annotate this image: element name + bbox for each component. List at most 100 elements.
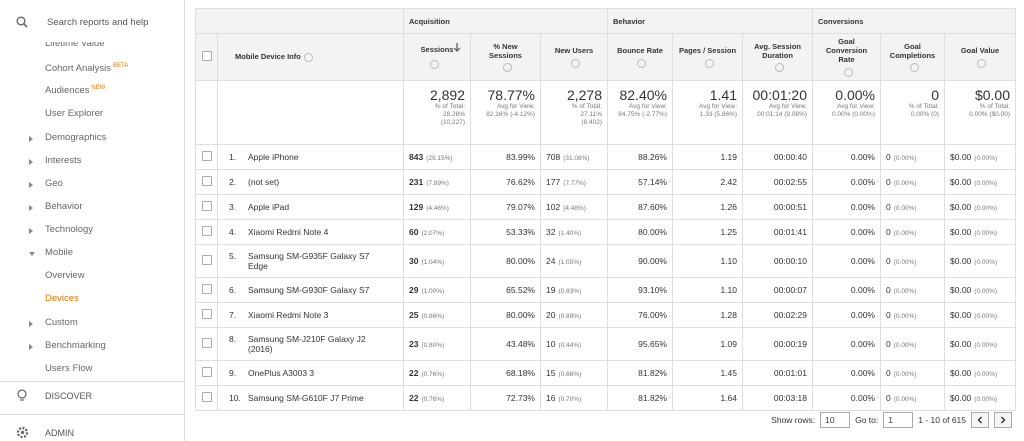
column-header[interactable]: Avg. Session Duration: [742, 33, 813, 81]
checkbox[interactable]: [202, 392, 212, 402]
checkbox[interactable]: [201, 51, 212, 61]
help-icon: [909, 63, 919, 73]
checkbox[interactable]: [202, 176, 212, 186]
nav-item[interactable]: Audiences NEW: [45, 85, 105, 96]
column-header[interactable]: Mobile Device Info: [217, 33, 404, 81]
checkbox[interactable]: [202, 284, 212, 294]
metric-cell: 00:00:19: [742, 327, 813, 361]
metric-cell: 65.52%: [470, 277, 541, 303]
rows-select[interactable]: 10: [820, 412, 851, 428]
metric-value: 0.00%: [850, 393, 875, 403]
checkbox[interactable]: [202, 201, 212, 211]
device-name[interactable]: Apple iPad: [248, 202, 290, 212]
checkbox[interactable]: [202, 309, 212, 319]
help-icon: [774, 63, 784, 73]
device-name[interactable]: Apple iPhone: [248, 152, 299, 162]
expand-arrow: [29, 205, 33, 211]
column-header[interactable]: Goal Completions: [880, 33, 945, 81]
nav-item[interactable]: Benchmarking: [45, 340, 106, 351]
checkbox-cell: [195, 385, 218, 411]
nav-item[interactable]: Mobile: [45, 247, 73, 258]
column-header[interactable]: Pages / Session: [672, 33, 743, 81]
pagination: Show rows: 10 Go to: 1 1 - 10 of 615: [771, 412, 1012, 428]
cell: [217, 80, 404, 145]
group-header-row: Acquisition Behavior Conversions: [195, 8, 1016, 34]
checkbox[interactable]: [202, 255, 212, 265]
metric-cell: 1.28: [672, 302, 743, 328]
nav-item[interactable]: Technology: [45, 224, 93, 235]
column-header[interactable]: Goal Value: [944, 33, 1016, 81]
checkbox[interactable]: [202, 338, 212, 348]
device-cell: 7. Xiaomi Redmi Note 3: [217, 302, 404, 328]
device-name[interactable]: Samsung SM-G935F Galaxy S7 Edge: [248, 251, 370, 271]
nav-badge: BETA: [113, 63, 129, 69]
metric-value: 1.19: [720, 152, 737, 162]
column-header[interactable]: Sessions: [403, 33, 471, 81]
nav-item[interactable]: Devices: [45, 293, 79, 304]
search-box[interactable]: Search reports and help: [47, 17, 149, 28]
metric-cell: 29 (1.00%): [403, 277, 471, 303]
column-title: Avg. Session Duration: [754, 41, 801, 60]
device-name[interactable]: Samsung SM-G610F J7 Prime: [248, 393, 364, 403]
discover-icon: [17, 389, 27, 401]
metric-value: $0.00: [950, 368, 972, 378]
metric-value: 0: [886, 256, 891, 266]
column-header[interactable]: Bounce Rate: [607, 33, 673, 81]
device-name[interactable]: OnePlus A3003 3: [248, 368, 315, 378]
device-name[interactable]: (not set): [248, 177, 280, 187]
device-name[interactable]: Xiaomi Redmi Note 3: [248, 310, 329, 320]
column-header[interactable]: New Users: [540, 33, 608, 81]
total-detail: 00:01:14 (9.08%): [757, 111, 807, 118]
metric-percent: (0.44%): [558, 342, 582, 349]
admin-link[interactable]: ADMIN: [45, 428, 74, 438]
metric-value: 0.00%: [850, 227, 875, 237]
metric-value: $0.00: [950, 285, 972, 295]
nav-label: Users Flow: [45, 363, 93, 374]
discover-link[interactable]: DISCOVER: [45, 391, 93, 401]
column-header[interactable]: % New Sessions: [470, 33, 541, 81]
nav-item[interactable]: Cohort Analysis BETA: [45, 63, 128, 74]
metric-cell: 83.99%: [470, 144, 541, 170]
metric-value: 79.07%: [506, 202, 535, 212]
page-input[interactable]: 1: [883, 412, 914, 428]
device-name[interactable]: Samsung SM-G930F Galaxy S7: [248, 285, 370, 295]
total-cell: 2,278% of Total: 27.11% (8,402): [540, 80, 608, 145]
metric-value: 0: [886, 339, 891, 349]
data-row: 3. Apple iPad 129 (4.46%) 79.07% 102 (4.48%) 87…: [195, 194, 1016, 220]
column-header[interactable]: Goal Conversion Rate: [812, 33, 881, 81]
nav-item[interactable]: User Explorer: [45, 108, 103, 119]
metric-cell: 1.19: [672, 144, 743, 170]
metric-value: 00:00:07: [773, 285, 807, 295]
nav-item[interactable]: Overview: [45, 270, 85, 281]
metric-value: 0.00%: [850, 368, 875, 378]
nav-item[interactable]: Geo: [45, 178, 63, 189]
total-value: 2,278: [566, 87, 602, 103]
expand-arrow: [29, 344, 33, 350]
metric-cell: 23 (0.80%): [403, 327, 471, 361]
nav-item[interactable]: Lifetime Value: [45, 42, 105, 49]
nav-item[interactable]: Demographics: [45, 132, 106, 143]
device-name[interactable]: Samsung SM-J210F Galaxy J2 (2016): [248, 334, 366, 354]
metric-percent: (1.40%): [558, 230, 582, 237]
checkbox[interactable]: [202, 367, 212, 377]
help-row: [818, 67, 875, 77]
prev-button[interactable]: [971, 412, 989, 428]
nav-item[interactable]: Behavior: [45, 201, 83, 212]
metric-cell: 0.00%: [812, 144, 881, 170]
metric-cell: 0 (0.00%): [880, 327, 945, 361]
data-row: 8. Samsung SM-J210F Galaxy J2 (2016) 23 (0.…: [195, 327, 1016, 361]
device-cell: 3. Apple iPad: [217, 194, 404, 220]
device-name[interactable]: Xiaomi Redmi Note 4: [248, 227, 329, 237]
nav-item[interactable]: Users Flow: [45, 363, 93, 374]
total-detail: % of Total:: [979, 103, 1010, 110]
nav-item[interactable]: Custom: [45, 317, 78, 328]
metric-cell: 00:03:18: [742, 385, 813, 411]
metric-percent: (0.00%): [893, 342, 917, 349]
metric-value: $0.00: [950, 152, 972, 162]
row-index: 7.: [229, 310, 237, 320]
total-detail: Avg for View:: [628, 103, 667, 110]
next-button[interactable]: [994, 412, 1012, 428]
nav-item[interactable]: Interests: [45, 155, 81, 166]
checkbox[interactable]: [202, 151, 212, 161]
checkbox[interactable]: [202, 226, 212, 236]
